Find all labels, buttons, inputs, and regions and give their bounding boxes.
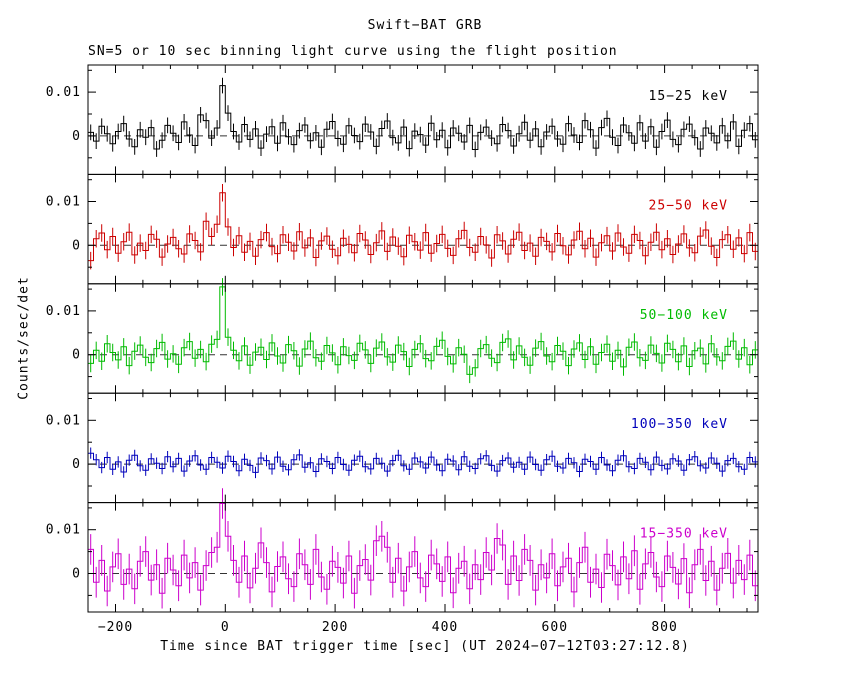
lightcurve-steps [88,503,758,594]
panel-frame [87,502,759,613]
panel-3: 0 0.01 50−100 keV [46,278,759,394]
series-label: 15−350 keV [640,527,728,542]
lightcurve-steps [88,452,758,473]
lightcurve-steps [88,286,758,375]
x-axis-label: Time since BAT trigger time [sec] (UT 20… [160,639,690,654]
y-tick-label: 0.01 [46,85,81,100]
x-tick-label: −200 [98,620,133,635]
x-tick-label: 200 [322,620,348,635]
panel-frame [87,283,759,394]
error-bars [90,77,756,158]
chart-title: Swift−BAT GRB [367,18,483,33]
y-tick-label: 0 [72,567,81,582]
y-tick-label: 0.01 [46,195,81,210]
panel-4: 0 0.01 100−350 keV [46,392,759,504]
chart-subtitle: SN=5 or 10 sec binning light curve using… [88,44,618,59]
panel-1: 0 0.01 15−25 keV [46,64,759,175]
x-tick-label: 800 [651,620,677,635]
y-tick-label: 0.01 [46,523,81,538]
error-bars [90,488,756,609]
panel-5: 0 0.01 15−350 keV [46,488,759,613]
y-tick-label: 0 [72,348,81,363]
error-bars [90,184,756,270]
y-tick-label: 0.01 [46,413,81,428]
series-label: 100−350 keV [631,417,728,432]
x-tick-label: 400 [432,620,458,635]
panel-frame [87,64,759,175]
series-label: 15−25 keV [649,89,728,104]
error-bars [90,278,756,384]
y-tick-label: 0.01 [46,304,81,319]
panel-frame [87,173,759,285]
series-label: 25−50 keV [649,198,728,213]
series-label: 50−100 keV [640,308,728,323]
y-tick-label: 0 [72,238,81,253]
error-bars [90,447,756,479]
x-tick-label: 600 [542,620,568,635]
panel-2: 0 0.01 25−50 keV [46,173,759,285]
y-tick-label: 0 [72,129,81,144]
x-tick-label: 0 [221,620,230,635]
y-tick-label: 0 [72,457,81,472]
panel-frame [87,392,759,504]
